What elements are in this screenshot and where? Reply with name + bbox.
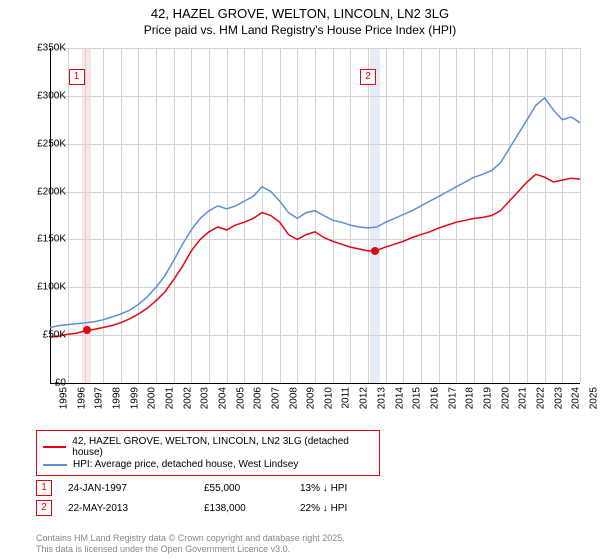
gridline-vertical xyxy=(103,48,104,383)
chart-container: 42, HAZEL GROVE, WELTON, LINCOLN, LN2 3L… xyxy=(0,0,600,560)
x-axis-label: 2019 xyxy=(482,387,493,409)
gridline-vertical xyxy=(474,48,475,383)
x-axis-label: 2008 xyxy=(288,387,299,409)
x-axis-label: 2012 xyxy=(359,387,370,409)
x-axis-label: 1995 xyxy=(58,387,69,409)
chart-plot-area: 12 xyxy=(50,48,580,383)
chart-legend: 42, HAZEL GROVE, WELTON, LINCOLN, LN2 3L… xyxy=(36,430,380,476)
gridline-vertical xyxy=(209,48,210,383)
x-axis-label: 2006 xyxy=(253,387,264,409)
y-axis-label: £150K xyxy=(37,234,66,245)
x-axis-label: 2014 xyxy=(394,387,405,409)
gridline-vertical xyxy=(138,48,139,383)
footer-attribution: Contains HM Land Registry data © Crown c… xyxy=(36,533,345,556)
x-axis-label: 2003 xyxy=(200,387,211,409)
gridline-vertical xyxy=(456,48,457,383)
x-axis-label: 2017 xyxy=(447,387,458,409)
x-axis-label: 2009 xyxy=(306,387,317,409)
legend-item: 42, HAZEL GROVE, WELTON, LINCOLN, LN2 3L… xyxy=(43,436,373,458)
gridline-vertical xyxy=(509,48,510,383)
footer-line-2: This data is licensed under the Open Gov… xyxy=(36,544,345,556)
gridline-horizontal xyxy=(50,383,580,384)
gridline-vertical xyxy=(492,48,493,383)
legend-swatch xyxy=(43,446,66,448)
callout-box: 2 xyxy=(360,69,376,85)
x-axis-label: 2005 xyxy=(235,387,246,409)
y-axis-label: £250K xyxy=(37,138,66,149)
page-title: 42, HAZEL GROVE, WELTON, LINCOLN, LN2 3L… xyxy=(0,0,600,21)
gridline-vertical xyxy=(174,48,175,383)
x-axis-label: 2022 xyxy=(535,387,546,409)
gridline-vertical xyxy=(68,48,69,383)
gridline-vertical xyxy=(227,48,228,383)
gridline-vertical xyxy=(580,48,581,383)
x-axis-label: 2025 xyxy=(588,387,599,409)
sale-marker xyxy=(83,326,91,334)
x-axis-label: 2010 xyxy=(323,387,334,409)
legend-label: HPI: Average price, detached house, West… xyxy=(73,459,298,470)
x-axis-label: 2018 xyxy=(465,387,476,409)
gridline-vertical xyxy=(545,48,546,383)
gridline-vertical xyxy=(527,48,528,383)
gridline-vertical xyxy=(386,48,387,383)
x-axis-label: 1999 xyxy=(129,387,140,409)
sale-marker xyxy=(371,247,379,255)
sale-events: 1 24-JAN-1997 £55,000 13% ↓ HPI 2 22-MAY-2013… xyxy=(36,476,576,520)
x-axis-label: 2001 xyxy=(164,387,175,409)
x-axis-label: 2004 xyxy=(217,387,228,409)
gridline-vertical xyxy=(315,48,316,383)
gridline-vertical xyxy=(421,48,422,383)
event-number-box: 1 xyxy=(36,480,52,496)
event-date: 22-MAY-2013 xyxy=(68,503,188,514)
y-axis-label: £350K xyxy=(37,43,66,54)
gridline-vertical xyxy=(156,48,157,383)
gridline-vertical xyxy=(280,48,281,383)
gridline-vertical xyxy=(403,48,404,383)
event-vs-hpi: 13% ↓ HPI xyxy=(300,483,380,494)
x-axis-label: 2013 xyxy=(376,387,387,409)
x-axis-label: 2002 xyxy=(182,387,193,409)
y-axis-label: £300K xyxy=(37,90,66,101)
gridline-vertical xyxy=(333,48,334,383)
gridline-vertical xyxy=(262,48,263,383)
callout-box: 1 xyxy=(69,69,85,85)
legend-label: 42, HAZEL GROVE, WELTON, LINCOLN, LN2 3L… xyxy=(72,436,373,458)
event-row: 1 24-JAN-1997 £55,000 13% ↓ HPI xyxy=(36,480,576,496)
x-axis-label: 2023 xyxy=(553,387,564,409)
event-price: £138,000 xyxy=(204,503,284,514)
gridline-vertical xyxy=(191,48,192,383)
footer-line-1: Contains HM Land Registry data © Crown c… xyxy=(36,533,345,545)
x-axis-label: 1996 xyxy=(76,387,87,409)
x-axis-label: 2020 xyxy=(500,387,511,409)
x-axis-label: 2016 xyxy=(429,387,440,409)
x-axis-label: 2021 xyxy=(518,387,529,409)
x-axis-label: 2011 xyxy=(340,387,351,409)
y-axis-label: £50K xyxy=(43,330,66,341)
legend-item: HPI: Average price, detached house, West… xyxy=(43,459,373,470)
x-axis-label: 2007 xyxy=(270,387,281,409)
x-axis-label: 2024 xyxy=(571,387,582,409)
y-axis-label: £100K xyxy=(37,282,66,293)
legend-swatch xyxy=(43,464,67,466)
x-axis-label: 1997 xyxy=(94,387,105,409)
event-vs-hpi: 22% ↓ HPI xyxy=(300,503,380,514)
shaded-region xyxy=(370,48,381,383)
event-number-box: 2 xyxy=(36,500,52,516)
gridline-vertical xyxy=(121,48,122,383)
gridline-vertical xyxy=(368,48,369,383)
page-subtitle: Price paid vs. HM Land Registry's House … xyxy=(0,21,600,37)
gridline-vertical xyxy=(350,48,351,383)
event-price: £55,000 xyxy=(204,483,284,494)
gridline-vertical xyxy=(297,48,298,383)
y-axis-label: £200K xyxy=(37,186,66,197)
x-axis-label: 2015 xyxy=(412,387,423,409)
event-date: 24-JAN-1997 xyxy=(68,483,188,494)
gridline-vertical xyxy=(439,48,440,383)
x-axis-label: 2000 xyxy=(147,387,158,409)
gridline-vertical xyxy=(244,48,245,383)
x-axis-label: 1998 xyxy=(111,387,122,409)
gridline-vertical xyxy=(562,48,563,383)
event-row: 2 22-MAY-2013 £138,000 22% ↓ HPI xyxy=(36,500,576,516)
